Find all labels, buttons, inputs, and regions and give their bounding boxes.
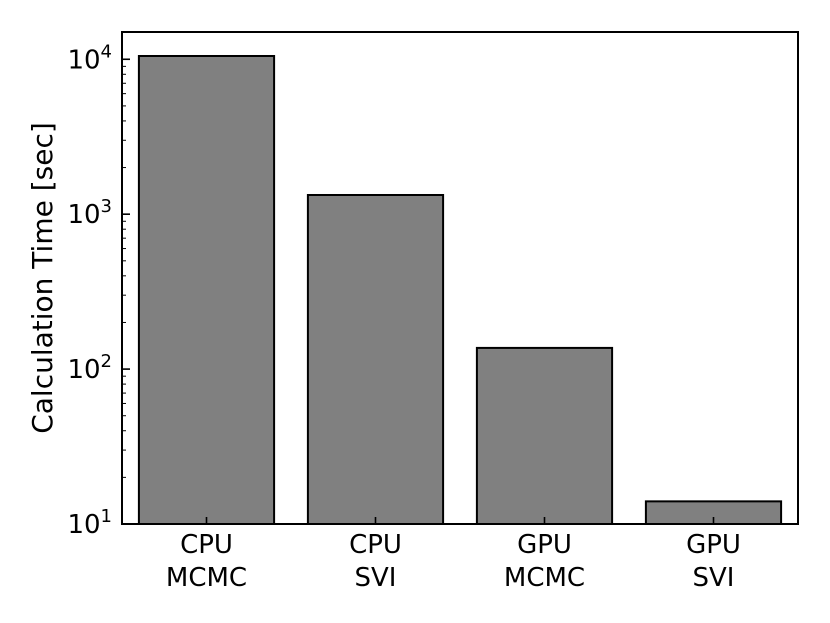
x-tick-label: MCMC — [504, 563, 585, 593]
y-axis-label: Calculation Time [sec] — [26, 122, 59, 434]
y-tick-label: 102 — [67, 351, 112, 385]
y-axis-ticks: 101 102 103 104 — [67, 41, 130, 540]
bar-2 — [306, 193, 445, 525]
y-tick-label: 103 — [67, 196, 112, 230]
x-tick-label: SVI — [693, 563, 735, 593]
bar-3 — [475, 346, 614, 525]
bars — [137, 54, 783, 526]
x-tick-label: GPU — [517, 530, 572, 560]
x-tick-label: SVI — [355, 563, 397, 593]
x-tick-label: CPU — [180, 530, 233, 560]
bar-1 — [137, 54, 276, 526]
plot-frame — [121, 31, 799, 525]
y-tick-label: 104 — [67, 41, 112, 75]
y-tick-label: 101 — [67, 506, 112, 540]
x-tick-label: MCMC — [166, 563, 247, 593]
x-tick-label: GPU — [686, 530, 741, 560]
x-tick-label: CPU — [349, 530, 402, 560]
